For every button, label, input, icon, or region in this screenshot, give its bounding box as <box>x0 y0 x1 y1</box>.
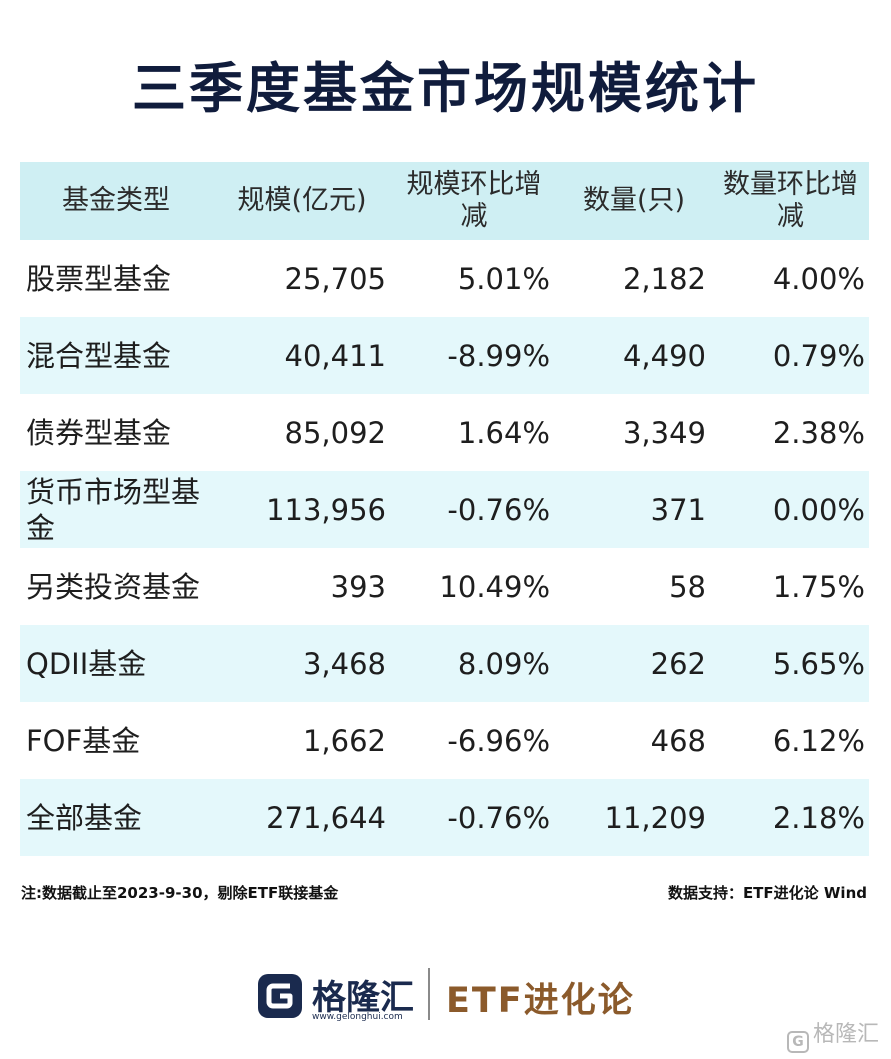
scale-cell: 271,644 <box>212 779 392 856</box>
scale-change-cell: -6.96% <box>447 723 550 758</box>
table-row: 股票型基金 25,705 5.01% 2,182 4.00% <box>20 240 869 317</box>
gelonghui-g-icon <box>258 974 302 1018</box>
scale-cell: 25,705 <box>284 261 386 296</box>
count-cell: 11,209 <box>556 779 712 856</box>
count-cell: 58 <box>669 569 706 604</box>
header-count-change: 数量环比增减 <box>712 162 869 240</box>
count-cell: 262 <box>556 625 712 702</box>
scale-change-cell: 8.09% <box>392 625 556 702</box>
scale-change-cell: -8.99% <box>392 317 556 394</box>
fund-type-cell: FOF基金 <box>26 723 141 758</box>
table-row: 另类投资基金 393 10.49% 58 1.75% <box>20 548 869 625</box>
table-row: FOF基金 1,662 -6.96% 468 6.12% <box>20 702 869 779</box>
count-change-cell: 1.75% <box>772 569 865 604</box>
fund-type-cell: 债券型基金 <box>26 415 172 450</box>
count-change-cell: 6.12% <box>772 723 865 758</box>
page-title: 三季度基金市场规模统计 <box>132 57 759 120</box>
gelonghui-brand-name: 格隆汇 <box>312 978 414 1018</box>
count-cell: 468 <box>650 723 706 758</box>
count-change-cell: 4.00% <box>772 261 865 296</box>
scale-cell: 85,092 <box>284 415 386 450</box>
count-cell: 4,490 <box>556 317 712 394</box>
scale-change-cell: 5.01% <box>457 261 550 296</box>
table-header-row: 基金类型 规模(亿元) 规模环比增减 数量(只) 数量环比增减 <box>20 162 869 240</box>
count-change-cell: 5.65% <box>712 625 869 702</box>
table-row: 混合型基金 40,411 -8.99% 4,490 0.79% <box>20 317 869 394</box>
fund-type-cell: 混合型基金 <box>20 317 212 394</box>
header-scale: 规模(亿元) <box>212 162 392 240</box>
logo-divider <box>428 968 430 1020</box>
fund-type-cell: 股票型基金 <box>26 261 172 296</box>
data-source: 数据支持：ETF进化论 Wind <box>667 884 867 902</box>
fund-type-cell: 全部基金 <box>20 779 212 856</box>
header-fund-type: 基金类型 <box>20 162 212 240</box>
scale-cell: 1,662 <box>302 723 386 758</box>
scale-change-cell: -0.76% <box>392 471 556 548</box>
table-row: 债券型基金 85,092 1.64% 3,349 2.38% <box>20 394 869 471</box>
fund-type-cell: QDII基金 <box>20 625 212 702</box>
scale-change-cell: -0.76% <box>392 779 556 856</box>
watermark-g-icon: G <box>786 1031 809 1053</box>
scale-cell: 40,411 <box>212 317 392 394</box>
table-row-total: 全部基金 271,644 -0.76% 11,209 2.18% <box>20 779 869 856</box>
scale-cell: 113,956 <box>212 471 392 548</box>
scale-change-cell: 10.49% <box>439 569 550 604</box>
watermark: G 格隆汇 <box>786 1016 879 1053</box>
etf-partner-logo: ETF进化论 <box>446 981 635 1021</box>
scale-cell: 393 <box>330 569 386 604</box>
table-row: QDII基金 3,468 8.09% 262 5.65% <box>20 625 869 702</box>
count-cell: 371 <box>556 471 712 548</box>
table-row: 货币市场型基金 113,956 -0.76% 371 0.00% <box>20 471 869 548</box>
scale-change-cell: 1.64% <box>457 415 550 450</box>
header-count: 数量(只) <box>556 162 712 240</box>
watermark-text: 格隆汇 <box>812 1022 879 1047</box>
fund-scale-table: 基金类型 规模(亿元) 规模环比增减 数量(只) 数量环比增减 股票型基金 25… <box>20 162 869 856</box>
count-change-cell: 0.00% <box>712 471 869 548</box>
header-scale-change: 规模环比增减 <box>392 162 556 240</box>
count-cell: 2,182 <box>622 261 706 296</box>
count-change-cell: 2.38% <box>772 415 865 450</box>
count-change-cell: 0.79% <box>712 317 869 394</box>
count-cell: 3,349 <box>622 415 706 450</box>
footnote: 注:数据截止至2023-9-30，剔除ETF联接基金 <box>21 884 339 902</box>
fund-type-cell: 货币市场型基金 <box>20 471 212 548</box>
scale-cell: 3,468 <box>212 625 392 702</box>
gelonghui-url: www.gelonghui.com <box>312 1012 403 1022</box>
fund-type-cell: 另类投资基金 <box>26 569 201 604</box>
count-change-cell: 2.18% <box>712 779 869 856</box>
